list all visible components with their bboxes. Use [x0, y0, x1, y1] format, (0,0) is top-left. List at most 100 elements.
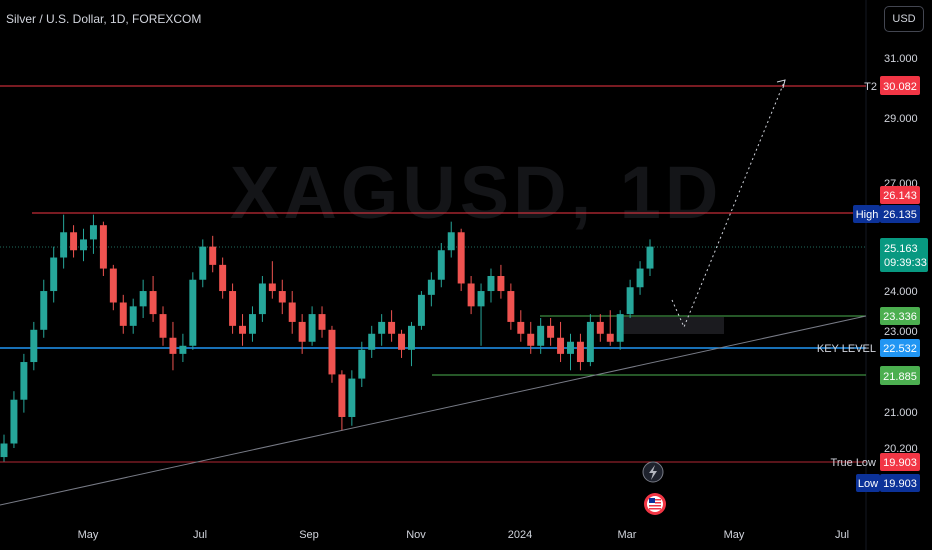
- candle-body: [298, 321, 306, 342]
- candle-body: [10, 399, 18, 444]
- lightning-icon[interactable]: [642, 461, 664, 483]
- y-tick: 20.200: [884, 443, 918, 455]
- true-low-value: 19.903: [883, 457, 917, 469]
- candle-body: [358, 349, 366, 379]
- candle-body: [527, 333, 535, 346]
- y-tick: 29.000: [884, 113, 918, 125]
- resistance-price-value: 26.143: [883, 190, 917, 202]
- projection-path: [671, 79, 786, 329]
- y-tick: 21.000: [884, 407, 918, 419]
- high-name-badge: [853, 205, 880, 223]
- x-tick: 2024: [508, 529, 532, 541]
- true-low-badge: [880, 453, 920, 471]
- candle-body: [179, 345, 187, 354]
- true-low-name: True Low: [831, 457, 877, 469]
- candle-body: [586, 321, 594, 363]
- candle-body: [129, 306, 137, 326]
- candle-body: [427, 279, 435, 295]
- candle-body: [99, 225, 107, 269]
- us-flag-icon[interactable]: [644, 493, 666, 515]
- x-tick: Jul: [193, 529, 207, 541]
- candle-body: [557, 337, 565, 354]
- y-tick: 23.000: [884, 326, 918, 338]
- x-axis: May Jul Sep Nov 2024 Mar May Jul: [78, 529, 849, 541]
- candle-body: [209, 246, 217, 265]
- high-price-badge: [880, 205, 920, 223]
- key-level-value: 22.532: [883, 343, 917, 355]
- candle-body: [398, 333, 406, 350]
- candle-body: [30, 329, 38, 363]
- candles-group: [0, 214, 654, 462]
- x-tick: May: [724, 529, 745, 541]
- candle-body: [388, 321, 396, 334]
- candle-body: [229, 291, 237, 326]
- candle-body: [477, 291, 485, 307]
- candle-body: [596, 321, 604, 334]
- candle-body: [169, 337, 177, 354]
- candle-body: [507, 291, 515, 322]
- support-upper-value: 23.336: [883, 311, 917, 323]
- support-lower-value: 21.885: [883, 371, 917, 383]
- candle-body: [70, 232, 78, 251]
- candle-body: [278, 291, 286, 303]
- support-lower-badge: [880, 366, 920, 385]
- candle-body: [199, 246, 207, 280]
- candle-body: [606, 333, 614, 342]
- high-name: High: [856, 209, 879, 221]
- y-axis: 31.000 29.000 27.000 24.000 23.000 21.00…: [884, 53, 918, 455]
- candle-body: [328, 329, 336, 375]
- last-price-badge: [880, 238, 928, 272]
- candle-body: [338, 374, 346, 417]
- candle-body: [159, 314, 167, 338]
- candle-body: [109, 268, 117, 303]
- key-level-name: KEY LEVEL: [817, 343, 876, 355]
- currency-button[interactable]: USD: [884, 6, 924, 32]
- candle-body: [288, 302, 296, 322]
- candle-body: [547, 325, 555, 338]
- candle-body: [308, 314, 316, 342]
- resistance-price-badge: [880, 186, 920, 204]
- candle-body: [248, 314, 256, 334]
- t2-line-name: T2: [864, 81, 877, 93]
- ascending-trendline: [0, 315, 867, 506]
- candle-body: [576, 341, 584, 363]
- candle-body: [119, 302, 127, 326]
- last-price-value: 25.163: [884, 243, 918, 255]
- x-tick: Mar: [618, 529, 637, 541]
- low-name-badge: [856, 474, 880, 492]
- chart-title: Silver / U.S. Dollar, 1D, FOREXCOM: [6, 12, 202, 26]
- candle-body: [318, 314, 326, 330]
- high-price-value: 26.135: [883, 209, 917, 221]
- pullback-zone: [620, 317, 724, 334]
- candle-body: [60, 232, 68, 258]
- x-tick: Nov: [406, 529, 426, 541]
- candle-body: [368, 333, 376, 350]
- low-price-badge: [880, 474, 920, 492]
- key-level-badge: [880, 339, 920, 357]
- candle-body: [80, 239, 87, 251]
- candle-body: [258, 283, 266, 315]
- candle-body: [239, 325, 247, 334]
- candle-body: [626, 287, 634, 315]
- candle-body: [487, 275, 495, 292]
- x-tick: Sep: [299, 529, 319, 541]
- candle-body: [467, 283, 475, 307]
- candle-body: [567, 341, 574, 354]
- candle-body: [89, 225, 97, 240]
- low-price-value: 19.903: [883, 478, 917, 490]
- countdown-value: 09:39:33: [884, 257, 927, 269]
- symbol-watermark: XAGUSD, 1D: [230, 151, 723, 234]
- candle-body: [40, 291, 48, 330]
- candle-body: [378, 321, 386, 334]
- x-tick: May: [78, 529, 99, 541]
- y-tick: 24.000: [884, 286, 918, 298]
- y-tick: 31.000: [884, 53, 918, 65]
- candle-body: [437, 250, 445, 280]
- candle-body: [189, 279, 197, 346]
- candle-body: [646, 246, 654, 269]
- candle-body: [616, 314, 624, 342]
- candle-body: [139, 291, 147, 307]
- candle-body: [537, 325, 545, 346]
